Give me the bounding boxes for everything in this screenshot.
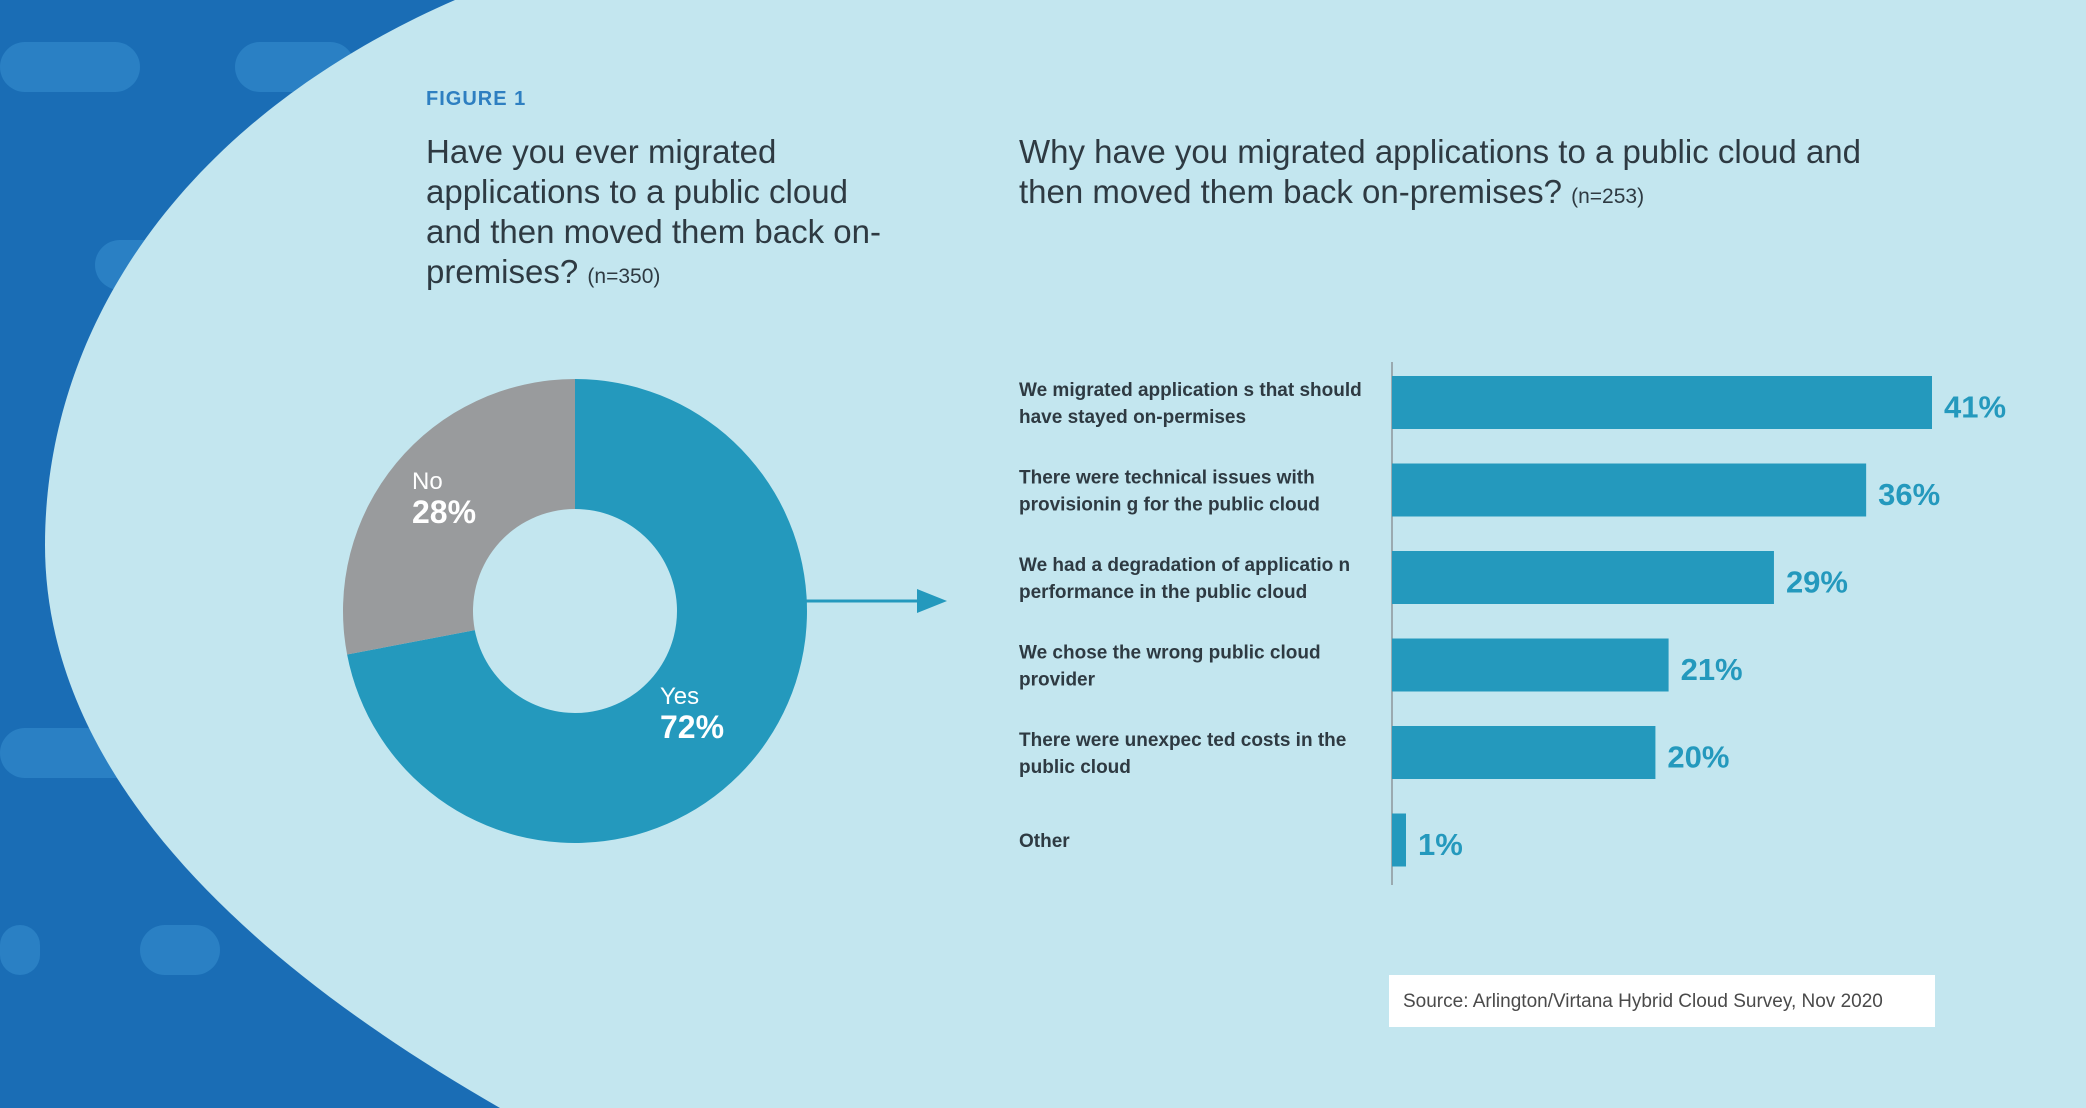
question-bars-sample-size: (n=253) [1571,185,1645,208]
bar-3 [1392,551,1774,604]
bar-6 [1392,813,1406,867]
bar-5 [1392,726,1656,779]
question-pie: Have you ever migrated applications to a… [426,132,896,297]
bar-category-label: Other [1019,831,1070,852]
bar-category-label: There were technical issues with provisio… [1019,468,1320,516]
question-pie-text: Have you ever migrated applications to a… [426,133,881,290]
bar-value-label: 29% [1786,565,1848,600]
donut-slice-no [343,379,575,655]
bar-value-label: 41% [1944,390,2006,425]
donut-slice-yes [347,379,807,843]
bar-2 [1392,463,1867,517]
background-pill [0,925,40,975]
bar-category-label: We migrated application s that should hav… [1019,380,1362,428]
background-pill [140,925,220,975]
bar-value-label: 1% [1418,827,1463,862]
source-box: Source: Arlington/Virtana Hybrid Cloud S… [1389,975,1935,1027]
bar-4 [1392,638,1669,692]
question-bars-text: Why have you migrated applications to a … [1019,133,1861,210]
slice-label-yes: Yes 72% [660,683,725,745]
slice-yes-name: Yes [660,683,700,710]
figure-label: FIGURE 1 [426,88,527,110]
bar-category-label: We had a degradation of applicatio n perf… [1019,555,1350,603]
slice-no-value: 28% [412,494,477,530]
donut-chart [343,379,807,843]
source-text: Source: Arlington/Virtana Hybrid Cloud S… [1403,991,1883,1012]
slice-no-name: No [412,468,443,495]
arrow-icon [805,589,947,613]
background-pill [0,42,140,92]
question-pie-sample-size: (n=350) [587,265,661,288]
bar-value-label: 20% [1667,740,1729,775]
bar-value-label: 21% [1681,652,1743,687]
bar-category-label: There were unexpec ted costs in the publi… [1019,730,1346,778]
bar-1 [1392,376,1932,429]
bar-category-label: We chose the wrong public cloud provider [1019,643,1321,691]
bar-value-label: 36% [1878,477,1940,512]
slice-label-no: No 28% [412,468,477,530]
question-bars: Why have you migrated applications to a … [1019,132,1899,217]
slice-yes-value: 72% [660,709,725,745]
